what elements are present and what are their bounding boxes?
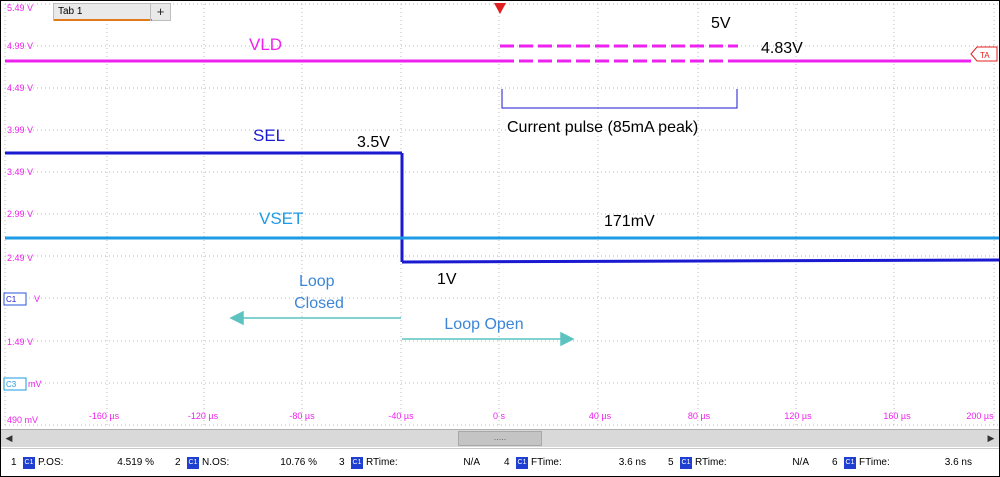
y-label-1: 4.99 V	[7, 41, 33, 51]
measurement-index: 6	[832, 457, 838, 468]
loop-closed-arrow	[229, 310, 401, 326]
measurement-name: FTime:	[531, 457, 562, 468]
measurement-index: 1	[11, 457, 17, 468]
y-label-5: 2.99 V	[7, 209, 33, 219]
measurement-4[interactable]: 4 C1 FTime: 3.6 ns	[504, 457, 646, 471]
measurement-value: N/A	[792, 457, 809, 468]
x-label-2: -80 µs	[289, 411, 315, 421]
annotation-1v: 1V	[437, 271, 457, 288]
channel-badge: C1	[351, 457, 363, 469]
channel-badge: C1	[516, 457, 528, 469]
y-label-8: 1.49 V	[7, 337, 33, 347]
y-label-2: 4.49 V	[7, 83, 33, 93]
loop-open-arrow	[402, 331, 575, 347]
channel-badge: C1	[23, 457, 35, 469]
y-label-7: V	[34, 294, 40, 304]
x-label-3: -40 µs	[388, 411, 414, 421]
measurement-value: 10.76 %	[280, 457, 317, 468]
trigger-marker-icon[interactable]	[494, 3, 506, 14]
vset-label: VSET	[259, 209, 303, 228]
sel-label: SEL	[253, 126, 285, 145]
loop-closed-line-2: Closed	[294, 295, 344, 312]
annotation-4-83v: 4.83V	[761, 40, 803, 57]
measurement-1[interactable]: 1 C1 P.OS: 4.519 %	[11, 457, 154, 471]
x-label-6: 80 µs	[688, 411, 711, 421]
horizontal-scrollbar[interactable]: ◀ ..... ▶	[1, 429, 999, 447]
channel-marker-c3[interactable]: C3	[3, 377, 27, 391]
measurement-name: RTime:	[695, 457, 727, 468]
vld-trace	[5, 44, 971, 63]
tab-1[interactable]: Tab 1	[54, 4, 152, 21]
add-tab-button[interactable]: +	[150, 4, 170, 21]
annotation-171mv: 171mV	[604, 213, 655, 230]
measurement-5[interactable]: 5 C1 RTime: N/A	[668, 457, 809, 471]
waveform-display: 5.49 V 4.99 V 4.49 V 3.99 V 3.49 V 2.99 …	[3, 3, 999, 426]
measurement-bar: 1 C1 P.OS: 4.519 % 2 C1 N.OS: 10.76 % 3 …	[1, 448, 999, 476]
measurement-value: N/A	[463, 457, 480, 468]
channel-badge: C1	[187, 457, 199, 469]
x-label-9: 200 µs	[966, 411, 994, 421]
y-label-10: 490 mV	[7, 415, 38, 425]
svg-text:TA: TA	[980, 51, 990, 60]
measurement-2[interactable]: 2 C1 N.OS: 10.76 %	[175, 457, 317, 471]
measurement-name: FTime:	[859, 457, 890, 468]
y-label-3: 3.99 V	[7, 125, 33, 135]
channel-badge: C1	[844, 457, 856, 469]
y-label-6: 2.49 V	[7, 253, 33, 263]
scroll-left-icon[interactable]: ◀	[5, 433, 13, 443]
y-label-9: mV	[28, 379, 42, 389]
y-label-4: 3.49 V	[7, 167, 33, 177]
tab-bar: Tab 1 +	[53, 3, 171, 21]
ta-channel-marker[interactable]: TA	[970, 46, 998, 62]
channel-marker-c1[interactable]: C1	[3, 292, 27, 306]
measurement-index: 5	[668, 457, 674, 468]
measurement-6[interactable]: 6 C1 FTime: 3.6 ns	[832, 457, 972, 471]
measurement-value: 4.519 %	[117, 457, 154, 468]
current-pulse-bracket	[501, 89, 738, 109]
loop-closed-line-1: Loop	[299, 273, 335, 290]
scroll-thumb[interactable]: .....	[458, 431, 542, 446]
grid	[4, 3, 999, 426]
measurement-3[interactable]: 3 C1 RTime: N/A	[339, 457, 480, 471]
annotation-loop-closed: Loop Closed	[294, 273, 344, 312]
vld-label: VLD	[249, 35, 282, 54]
measurement-value: 3.6 ns	[944, 457, 972, 468]
x-label-0: -160 µs	[89, 411, 120, 421]
y-label-0: 5.49 V	[7, 3, 33, 13]
measurement-name: P.OS:	[38, 457, 64, 468]
annotation-5v: 5V	[711, 15, 731, 32]
x-label-1: -120 µs	[188, 411, 219, 421]
annotation-3-5v: 3.5V	[357, 134, 390, 151]
channel-badge: C1	[680, 457, 692, 469]
annotation-current-pulse: Current pulse (85mA peak)	[507, 119, 698, 136]
measurement-index: 3	[339, 457, 345, 468]
sel-trace	[5, 151, 999, 264]
svg-text:C1: C1	[6, 295, 17, 304]
measurement-name: RTime:	[366, 457, 398, 468]
measurement-index: 4	[504, 457, 510, 468]
measurement-value: 3.6 ns	[618, 457, 646, 468]
x-label-5: 40 µs	[589, 411, 612, 421]
measurement-index: 2	[175, 457, 181, 468]
x-label-7: 120 µs	[784, 411, 812, 421]
x-label-4: 0 s	[493, 411, 506, 421]
scroll-right-icon[interactable]: ▶	[987, 433, 995, 443]
svg-text:C3: C3	[6, 380, 17, 389]
annotation-loop-open: Loop Open	[444, 316, 523, 333]
x-label-8: 160 µs	[883, 411, 911, 421]
measurement-name: N.OS:	[202, 457, 230, 468]
